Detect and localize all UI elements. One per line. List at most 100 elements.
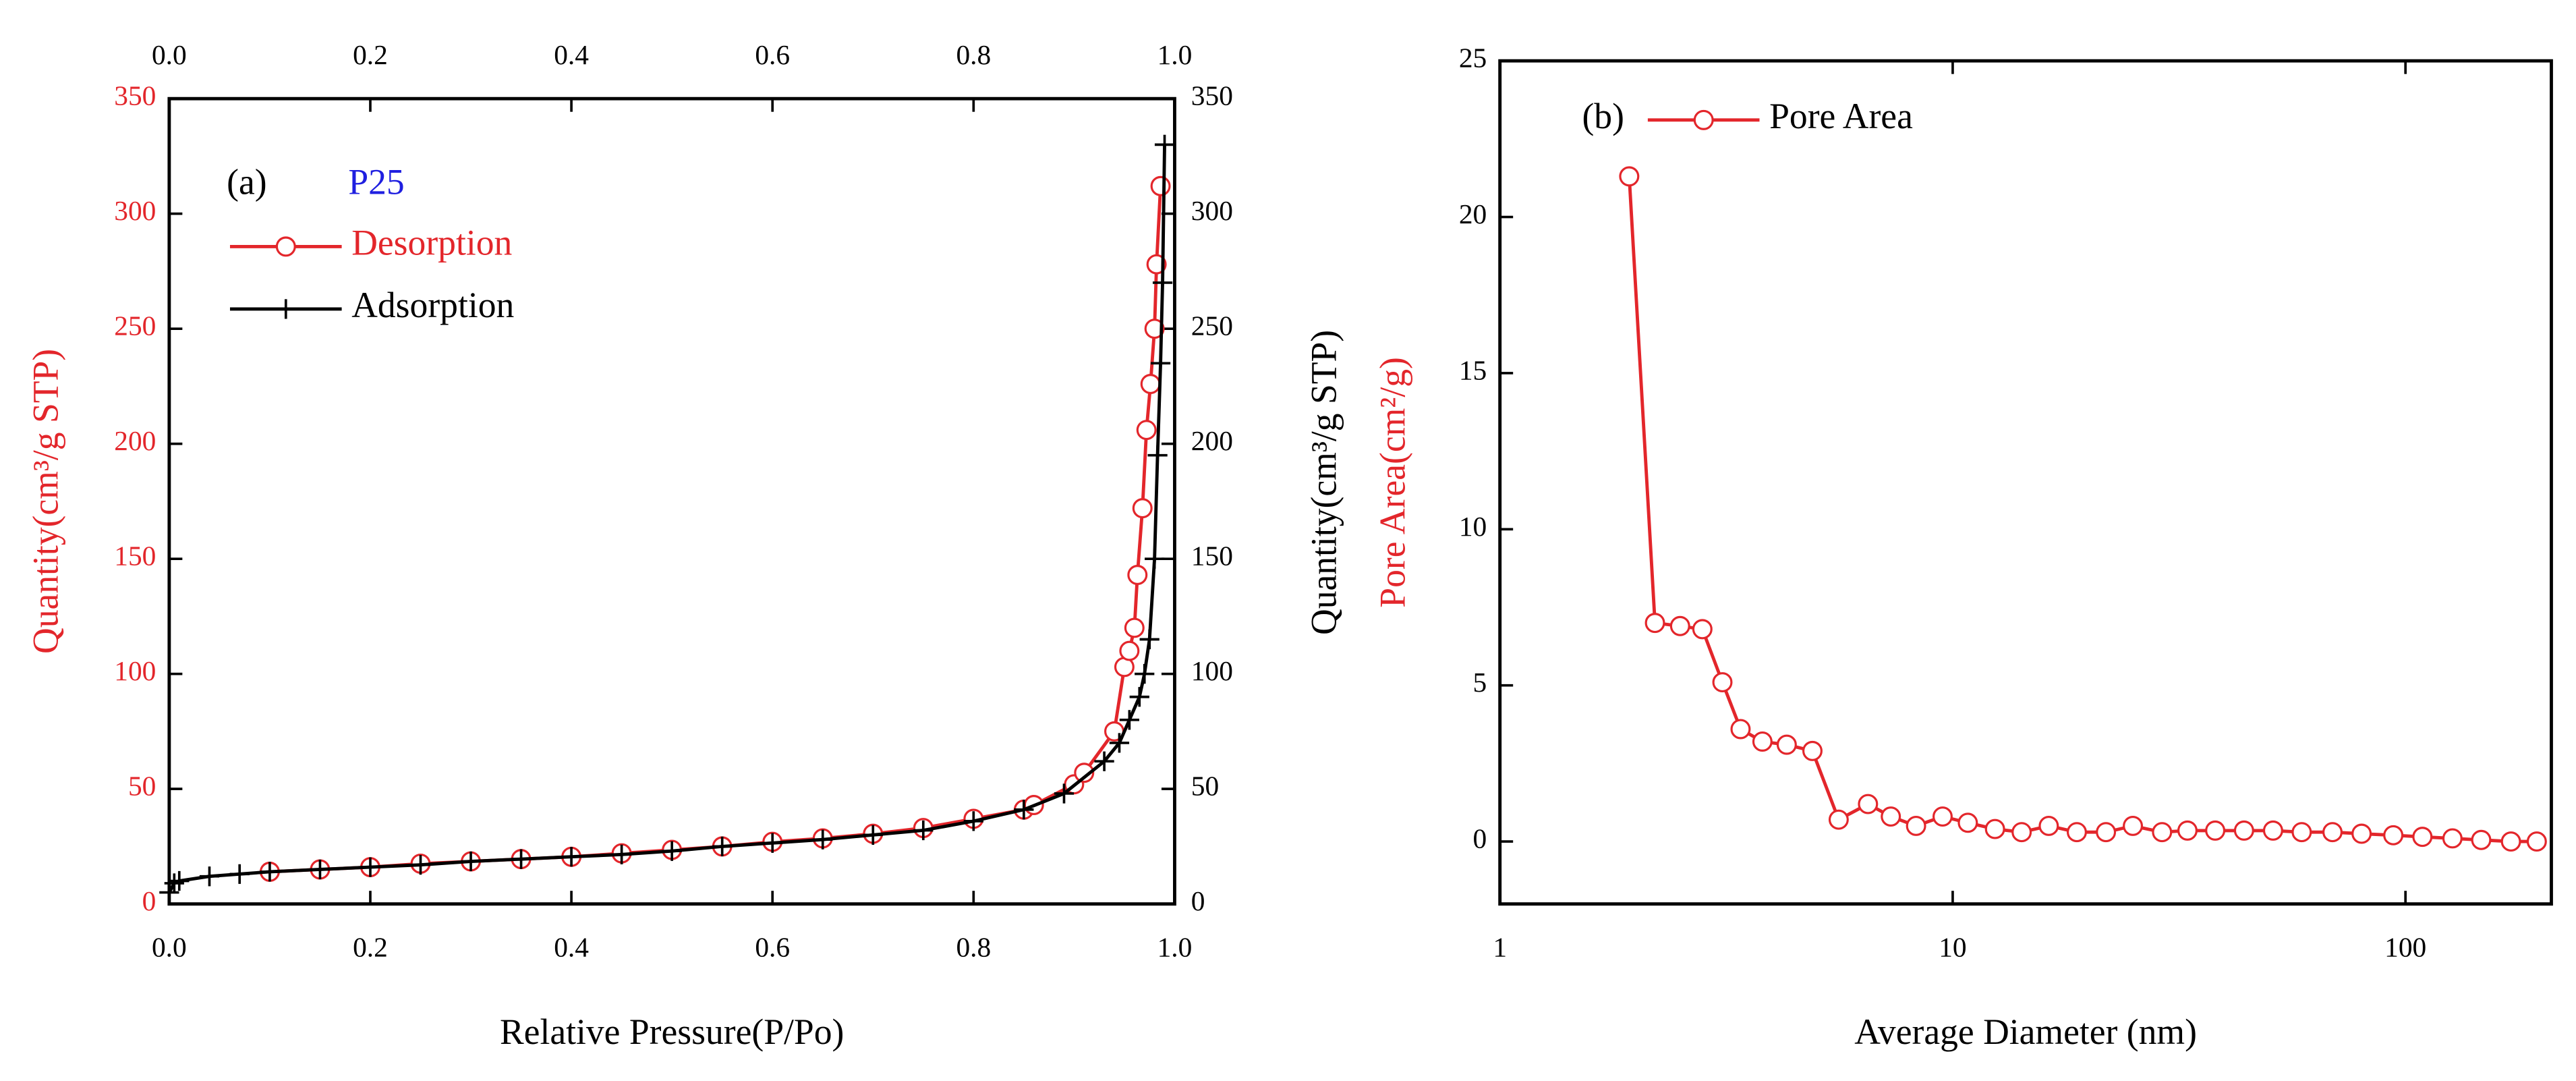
data-point [813, 829, 833, 850]
x-tick-label: 0.6 [755, 931, 790, 962]
y-tick-label: 5 [1473, 667, 1487, 698]
data-point [2442, 828, 2463, 849]
y2-tick-label: 300 [1191, 195, 1233, 226]
data-point [2526, 831, 2547, 852]
y2-tick-label: 150 [1191, 540, 1233, 572]
data-point [1135, 664, 1155, 684]
x-tick-label: 0.0 [152, 931, 187, 962]
data-point [511, 849, 532, 869]
data-point [2291, 822, 2312, 843]
annotation: (a) [227, 162, 266, 202]
data-point [662, 841, 682, 861]
y-tick-label: 150 [114, 540, 156, 572]
data-point [1054, 783, 1075, 804]
data-point [1828, 809, 1849, 830]
x-tick-label-top: 0.6 [755, 39, 790, 70]
data-point [1146, 254, 1167, 275]
data-point [2011, 822, 2032, 843]
plot-frame [1498, 59, 2553, 906]
data-point [1074, 763, 1095, 783]
x-tick-label-top: 0.0 [152, 39, 187, 70]
data-point [2322, 822, 2343, 843]
y-tick-label: 100 [114, 655, 156, 686]
data-point [1132, 498, 1153, 519]
data-point [229, 864, 250, 884]
data-point [1119, 640, 1140, 661]
data-point [1152, 273, 1173, 293]
data-point [2205, 820, 2226, 841]
y-tick-label: 20 [1459, 198, 1487, 229]
data-point [1957, 812, 1978, 833]
data-point [164, 873, 184, 893]
data-point [1154, 134, 1175, 155]
y2-tick-label: 0 [1191, 885, 1205, 916]
legend-marker [276, 299, 296, 319]
data-point [2096, 822, 2117, 843]
data-point [1881, 806, 1901, 827]
data-point [159, 882, 179, 903]
x-tick-label: 0.2 [353, 931, 388, 962]
data-point [963, 811, 983, 831]
x-tick-label: 1 [1493, 931, 1507, 962]
data-point [1150, 175, 1171, 196]
data-point [2500, 831, 2521, 852]
legend-label: Desorption [351, 223, 512, 263]
data-point [310, 859, 331, 880]
x-axis-label: Relative Pressure(P/Po) [500, 1011, 844, 1052]
x-tick-label: 0.4 [554, 931, 589, 962]
data-point [712, 836, 733, 856]
data-point [1136, 420, 1157, 441]
data-point [2262, 820, 2283, 841]
data-point [2066, 822, 2087, 843]
data-point [762, 833, 782, 853]
data-point [1644, 613, 1665, 634]
data-point [1730, 719, 1751, 740]
y-tick-label: 10 [1459, 511, 1487, 542]
data-point [1147, 445, 1168, 466]
plot-frame [167, 96, 1176, 906]
data-point [1906, 815, 1926, 836]
x-tick-label: 1.0 [1157, 931, 1193, 962]
data-point [1776, 734, 1797, 755]
data-point [1145, 549, 1165, 569]
data-point [1858, 794, 1879, 814]
data-point [1127, 565, 1148, 586]
y-tick-label: 300 [114, 195, 156, 226]
data-point [1712, 672, 1733, 693]
y-tick-label: 15 [1459, 354, 1487, 385]
x-tick-label-top: 0.4 [554, 39, 589, 70]
y-axis-label: Pore Area(cm²/g) [1373, 357, 1413, 608]
data-point [913, 820, 934, 841]
data-point [1129, 687, 1149, 707]
data-point [2152, 822, 2173, 843]
x-tick-label-top: 0.2 [353, 39, 388, 70]
y2-tick-label: 100 [1191, 655, 1233, 686]
data-point [1140, 374, 1161, 394]
x-tick-label: 100 [2384, 931, 2426, 962]
data-point [1109, 733, 1130, 753]
annotation: P25 [348, 162, 404, 202]
data-point [612, 844, 632, 864]
y-tick-label: 250 [114, 310, 156, 341]
data-point [2351, 823, 2372, 844]
x-tick-label-top: 1.0 [1157, 39, 1193, 70]
data-point [1619, 166, 1640, 187]
data-point [1802, 740, 1823, 761]
y-tick-label: 25 [1459, 43, 1487, 74]
data-point [2177, 820, 2198, 841]
x-tick-label: 10 [1939, 931, 1966, 962]
legend-label: Adsorption [351, 285, 514, 325]
data-point [1692, 619, 1713, 640]
data-point [1014, 800, 1034, 820]
data-point [1933, 806, 1953, 827]
y-axis-label: Quantity(cm³/g STP) [25, 349, 65, 654]
y2-tick-label: 350 [1191, 80, 1233, 111]
legend-marker [1693, 109, 1714, 130]
data-point [1119, 710, 1139, 730]
data-point [1150, 353, 1171, 373]
data-point [1144, 318, 1165, 339]
y-tick-label: 50 [128, 771, 156, 802]
data-point [1984, 819, 2005, 839]
data-point [2412, 827, 2433, 848]
